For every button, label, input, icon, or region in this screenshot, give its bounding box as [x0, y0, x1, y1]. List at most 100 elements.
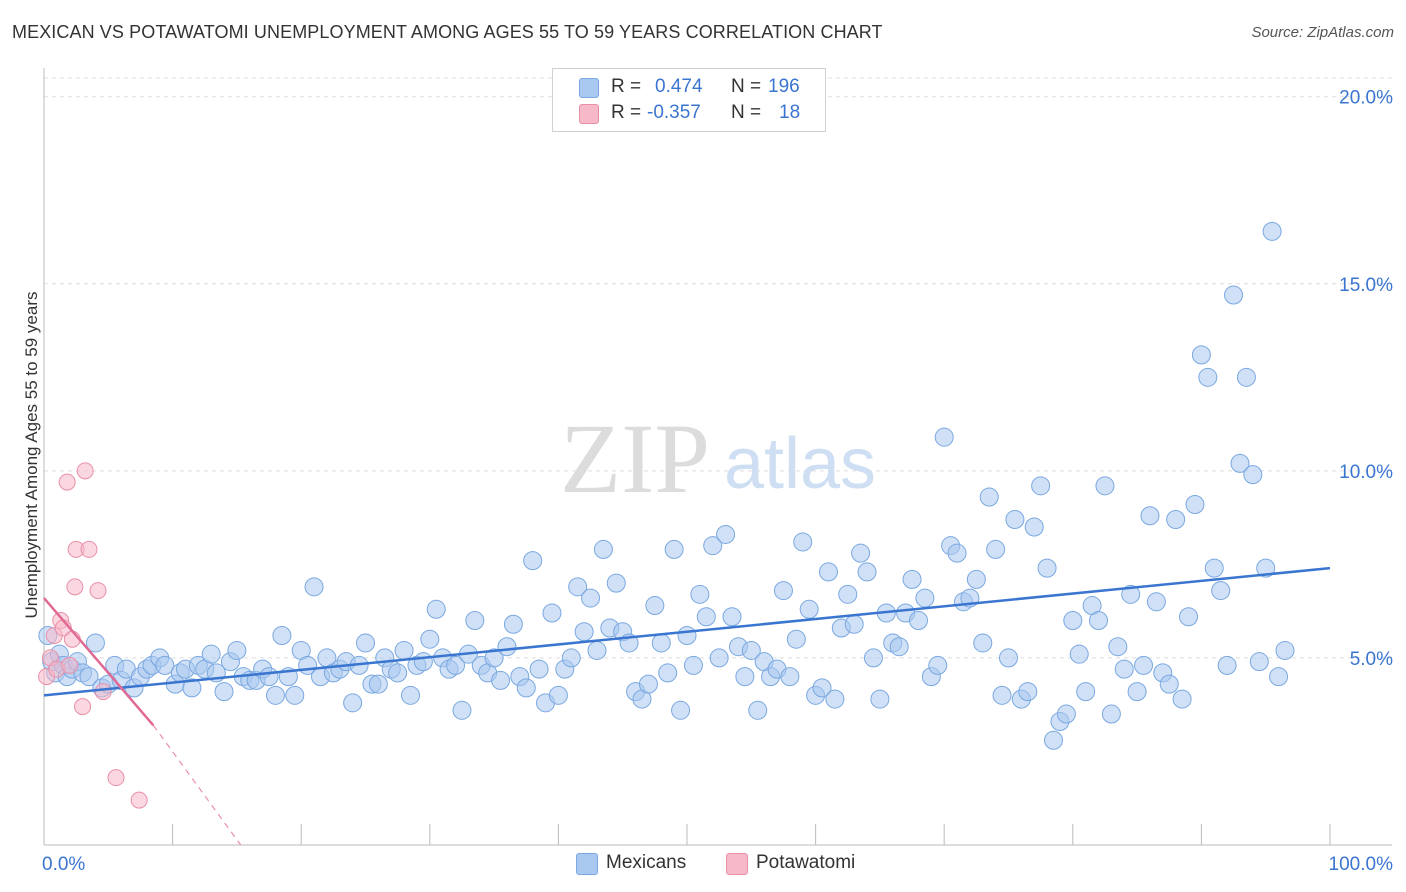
mexicans-point: [388, 663, 408, 683]
mexicans-point: [696, 607, 716, 627]
mexicans-point: [934, 427, 954, 447]
y-tick-label: 15.0%: [1339, 275, 1393, 296]
mexicans-point: [227, 640, 247, 660]
mexicans-point: [1179, 607, 1199, 627]
mexicans-point: [1217, 655, 1237, 675]
mexicans-point: [452, 700, 472, 720]
mexicans-point: [1114, 659, 1134, 679]
bottom-legend-label: Mexicans: [606, 852, 687, 873]
potawatomi-point: [58, 473, 76, 491]
mexicans-point: [1031, 476, 1051, 496]
mexicans-point: [1236, 367, 1256, 387]
mexicans-point: [844, 614, 864, 634]
mexicans-point: [780, 667, 800, 687]
mexicans-point: [735, 667, 755, 687]
mexicans-point: [568, 577, 588, 597]
mexicans-point: [343, 693, 363, 713]
mexicans-point: [587, 640, 607, 660]
mexicans-point: [259, 667, 279, 687]
mexicans-point: [986, 539, 1006, 559]
mexicans-point: [1101, 704, 1121, 724]
mexicans-point: [1024, 517, 1044, 537]
mexicans-point: [1056, 704, 1076, 724]
mexicans-point: [285, 685, 305, 705]
mexicans-point: [1076, 682, 1096, 702]
mexicans-point: [690, 584, 710, 604]
mexicans-point: [368, 674, 388, 694]
mexicans-point: [1269, 667, 1289, 687]
axes: [43, 68, 1392, 846]
potawatomi-point: [89, 582, 107, 600]
mexicans-point: [1172, 689, 1192, 709]
mexicans-point: [1249, 652, 1269, 672]
mexicans-point: [748, 700, 768, 720]
legend-n-value: 196: [768, 76, 800, 97]
legend-r-label: R =: [611, 76, 642, 97]
mexicans-point: [497, 637, 517, 657]
y-tick-label: 10.0%: [1339, 462, 1393, 483]
bottom-legend-label: Potawatomi: [756, 852, 856, 873]
legend-r-value: -0.357: [647, 102, 701, 123]
mexicans-point: [304, 577, 324, 597]
mexicans-point: [1191, 345, 1211, 365]
legend-row-mexicans: R = 0.474 N = 196: [553, 74, 825, 100]
mexicans-point: [265, 685, 285, 705]
mexicans-point: [1159, 674, 1179, 694]
mexicans-point: [658, 663, 678, 683]
mexicans-point: [1121, 584, 1141, 604]
mexicans-point: [420, 629, 440, 649]
mexicans-point: [664, 539, 684, 559]
mexicans-point: [1224, 285, 1244, 305]
mexicans-point: [523, 551, 543, 571]
mexicans-point: [1108, 637, 1128, 657]
mexicans-point: [491, 670, 511, 690]
mexicans-point: [722, 607, 742, 627]
bottom-legend-swatch-potawatomi: [726, 853, 748, 875]
mexicans-point: [973, 633, 993, 653]
potawatomi-point: [61, 656, 79, 674]
mexicans-point: [401, 685, 421, 705]
legend-swatch-mexicans: [579, 78, 599, 98]
mexicans-point: [870, 689, 890, 709]
mexicans-point: [1166, 509, 1186, 529]
potawatomi-point: [76, 462, 94, 480]
mexicans-point: [1063, 611, 1083, 631]
mexicans-point: [902, 569, 922, 589]
potawatomi-point: [66, 578, 84, 596]
mexicans-point: [1256, 558, 1276, 578]
mexicans-point: [773, 581, 793, 601]
mexicans-point: [426, 599, 446, 619]
mexicans-point: [793, 532, 813, 552]
legend-n-label: N =: [731, 102, 762, 123]
mexicans-point: [606, 573, 626, 593]
potawatomi-point: [80, 540, 98, 558]
watermark-zip: ZIP: [560, 403, 710, 514]
mexicans-point: [1005, 509, 1025, 529]
mexicans-point: [709, 648, 729, 668]
mexicans-point: [548, 685, 568, 705]
mexicans-point: [979, 487, 999, 507]
mexicans-point: [889, 637, 909, 657]
mexicans-point: [1089, 611, 1109, 631]
mexicans-point: [1262, 221, 1282, 241]
mexicans-point: [799, 599, 819, 619]
legend-swatch-potawatomi: [579, 104, 599, 124]
mexicans-point: [465, 611, 485, 631]
mexicans-trend-line: [43, 566, 1331, 697]
mexicans-point: [741, 640, 761, 660]
mexicans-point: [574, 622, 594, 642]
mexicans-point: [1198, 367, 1218, 387]
mexicans-point: [1018, 682, 1038, 702]
watermark-atlas: atlas: [724, 424, 876, 504]
mexicans-point: [1127, 682, 1147, 702]
mexicans-point: [716, 524, 736, 544]
mexicans-point: [999, 648, 1018, 668]
mexicans-point: [356, 633, 375, 653]
mexicans-point: [1146, 592, 1166, 612]
legend: R = 0.474 N = 196 R = -0.357 N = 18: [552, 68, 826, 132]
legend-r-label: R =: [611, 102, 642, 123]
mexicans-point: [593, 539, 613, 559]
mexicans-point: [394, 640, 414, 660]
mexicans-point: [155, 655, 175, 675]
mexicans-point: [966, 569, 986, 589]
